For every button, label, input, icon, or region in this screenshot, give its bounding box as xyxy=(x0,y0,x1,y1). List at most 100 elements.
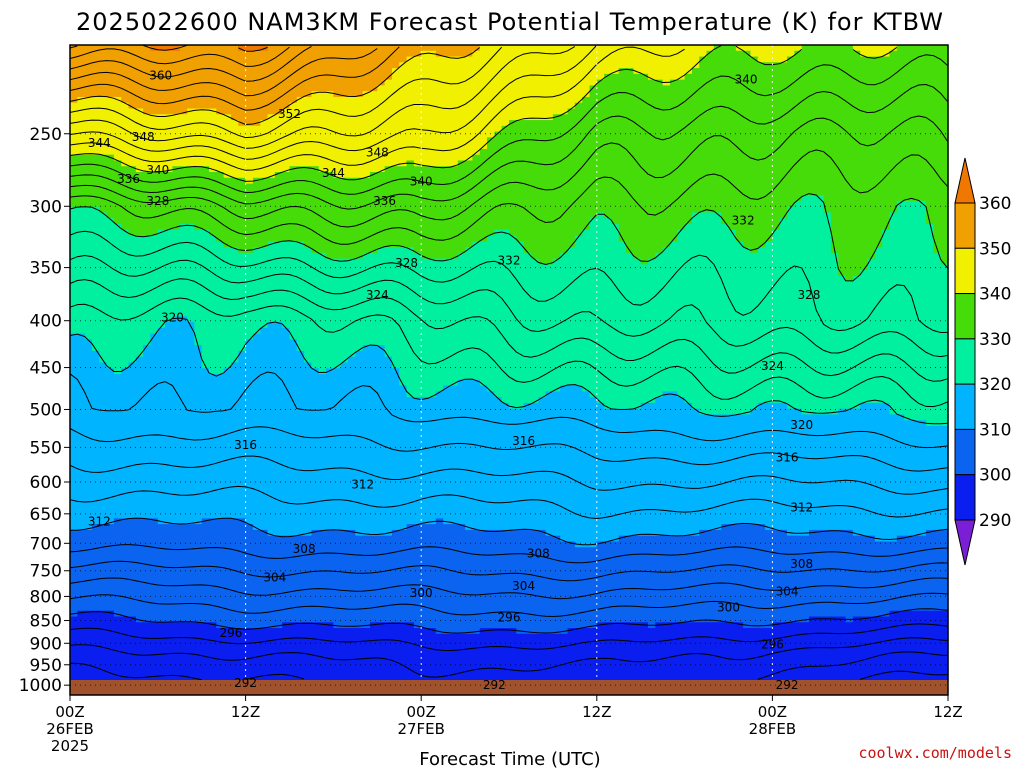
field-cell xyxy=(304,114,313,121)
field-cell xyxy=(530,108,539,115)
field-cell xyxy=(135,148,144,156)
field-cell xyxy=(479,50,488,58)
field-cell xyxy=(808,56,817,63)
field-cell xyxy=(113,166,122,173)
field-cell xyxy=(713,79,722,87)
field-cell xyxy=(706,177,715,185)
field-cell xyxy=(926,143,934,150)
field-cell xyxy=(179,200,188,208)
field-cell xyxy=(794,212,803,219)
field-cell xyxy=(391,79,400,87)
field-cell xyxy=(77,148,86,156)
field-cell xyxy=(684,270,693,277)
field-cell xyxy=(867,79,876,87)
field-cell xyxy=(596,172,605,179)
field-cell xyxy=(230,177,239,185)
field-cell xyxy=(560,85,569,92)
field-cell xyxy=(552,275,561,283)
field-cell xyxy=(757,91,766,98)
field-cell xyxy=(823,160,832,167)
field-cell xyxy=(194,229,203,237)
field-cell xyxy=(516,247,525,254)
field-cell xyxy=(238,218,247,225)
field-cell xyxy=(874,85,883,92)
field-cell xyxy=(106,45,115,52)
field-cell xyxy=(421,200,430,208)
field-cell xyxy=(867,102,876,110)
field-cell xyxy=(882,177,891,185)
field-cell xyxy=(648,79,656,87)
field-cell xyxy=(157,270,166,277)
field-cell xyxy=(552,154,561,162)
field-cell xyxy=(223,264,232,271)
field-cell xyxy=(640,275,649,283)
field-cell xyxy=(70,91,78,98)
field-cell xyxy=(794,62,803,69)
field-cell xyxy=(106,160,115,167)
field-cell xyxy=(874,137,883,144)
field-cell xyxy=(874,62,883,69)
field-cell xyxy=(545,183,554,190)
field-cell xyxy=(487,200,495,208)
field-cell xyxy=(874,50,883,58)
field-cell xyxy=(172,143,181,150)
field-cell xyxy=(538,212,547,219)
field-cell xyxy=(384,264,393,271)
field-cell xyxy=(765,73,773,81)
field-cell xyxy=(333,62,342,69)
field-cell xyxy=(633,247,642,254)
field-cell xyxy=(904,212,913,219)
field-cell xyxy=(816,50,825,58)
field-cell xyxy=(772,56,781,63)
field-cell xyxy=(640,120,649,127)
field-cell xyxy=(384,56,393,63)
field-cell xyxy=(516,229,525,237)
field-cell xyxy=(699,195,708,202)
field-cell xyxy=(326,73,334,81)
field-cell xyxy=(106,235,115,242)
field-cell xyxy=(355,56,364,63)
field-cell xyxy=(516,212,525,219)
field-cell xyxy=(669,125,678,133)
field-cell xyxy=(662,270,671,277)
field-cell xyxy=(845,229,854,237)
field-cell xyxy=(604,212,613,219)
field-cell xyxy=(157,195,166,202)
field-cell xyxy=(757,73,766,81)
field-cell xyxy=(545,154,554,162)
field-cell xyxy=(911,68,920,75)
field-cell xyxy=(487,137,495,144)
field-cell xyxy=(838,270,847,277)
field-cell xyxy=(735,108,744,115)
field-cell xyxy=(179,45,188,52)
field-cell xyxy=(187,252,195,260)
field-cell xyxy=(684,73,693,81)
field-cell xyxy=(355,177,364,185)
field-cell xyxy=(201,154,210,162)
field-cell xyxy=(801,275,810,283)
field-cell xyxy=(296,218,305,225)
field-cell xyxy=(765,200,773,208)
field-cell xyxy=(852,166,861,173)
field-cell xyxy=(362,62,371,69)
field-cell xyxy=(457,270,466,277)
field-cell xyxy=(509,183,517,190)
field-cell xyxy=(765,229,773,237)
field-cell xyxy=(377,264,386,271)
field-cell xyxy=(713,45,722,52)
field-cell xyxy=(326,96,334,104)
field-cell xyxy=(179,120,188,127)
field-cell xyxy=(333,160,342,167)
field-cell xyxy=(143,45,152,52)
field-cell xyxy=(479,102,488,110)
field-cell xyxy=(245,68,254,75)
field-cell xyxy=(311,114,320,121)
field-cell xyxy=(911,218,920,225)
field-cell xyxy=(750,247,759,254)
field-cell xyxy=(801,189,810,196)
field-cell xyxy=(662,223,671,231)
field-cell xyxy=(860,195,869,202)
field-cell xyxy=(296,229,305,237)
field-cell xyxy=(128,177,137,185)
field-cell xyxy=(326,125,334,133)
